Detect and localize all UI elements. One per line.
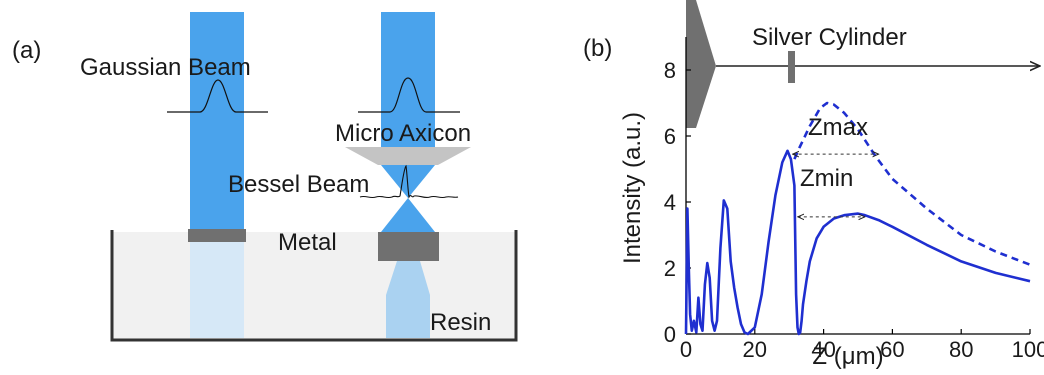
metal-label: Metal — [278, 229, 337, 256]
bessel-profile — [359, 164, 459, 199]
x-tick-label: 0 — [680, 337, 692, 362]
x-tick-label: 80 — [949, 337, 973, 362]
metal-block-right — [378, 232, 439, 261]
y-tick-label: 8 — [664, 58, 676, 83]
y-tick-label: 2 — [664, 256, 676, 281]
y-axis-label: Intensity (a.u.) — [619, 112, 646, 264]
silver-cylinder-marker — [788, 51, 795, 83]
gaussian-profile-right — [358, 77, 460, 113]
micro-axicon-label: Micro Axicon — [335, 120, 471, 147]
resin-container-wall — [110, 230, 518, 342]
input-beam-column — [381, 12, 435, 152]
gaussian-beam-in-resin — [190, 242, 244, 338]
x-tick-label: 60 — [880, 337, 904, 362]
y-tick-label: 4 — [664, 190, 676, 215]
panel-a: (a) Gaussian Beam Micro Axicon Bessel Be… — [12, 12, 518, 342]
x-tick-label: 40 — [811, 337, 835, 362]
silver-cylinder-label: Silver Cylinder — [752, 24, 907, 51]
x-tick-label: 20 — [743, 337, 767, 362]
metal-plate-left — [188, 229, 246, 242]
bessel-beam-cone-lower — [381, 198, 435, 232]
x-axis-label: Z (μm) — [812, 343, 883, 370]
bessel-beam-in-resin — [386, 261, 430, 338]
intensity-curve-solid — [684, 149, 1031, 336]
resin-label: Resin — [430, 309, 491, 336]
gaussian-beam-column — [190, 12, 244, 229]
micro-axicon — [345, 147, 471, 165]
gaussian-profile-left — [167, 79, 268, 113]
bessel-beam-label: Bessel Beam — [228, 171, 369, 198]
zmin-label: Zmin — [800, 165, 853, 192]
zmax-label: Zmax — [808, 114, 868, 141]
axis-ticks: 0 20 40 60 80 100 0 2 4 6 8 — [664, 58, 1044, 362]
panel-b: (b) Silver Cylinder 0 20 40 60 80 100 0 2 4 6 8 Zm… — [583, 0, 1044, 370]
y-tick-label: 6 — [664, 124, 676, 149]
panel-b-label: (b) — [583, 35, 612, 62]
y-tick-label: 0 — [664, 322, 676, 347]
resin-bath — [112, 232, 516, 339]
axicon-symbol — [686, 0, 716, 128]
intensity-curve-dashed — [793, 101, 1031, 266]
gaussian-beam-label: Gaussian Beam — [80, 54, 251, 81]
panel-a-label: (a) — [12, 37, 41, 64]
x-tick-label: 100 — [1012, 337, 1044, 362]
